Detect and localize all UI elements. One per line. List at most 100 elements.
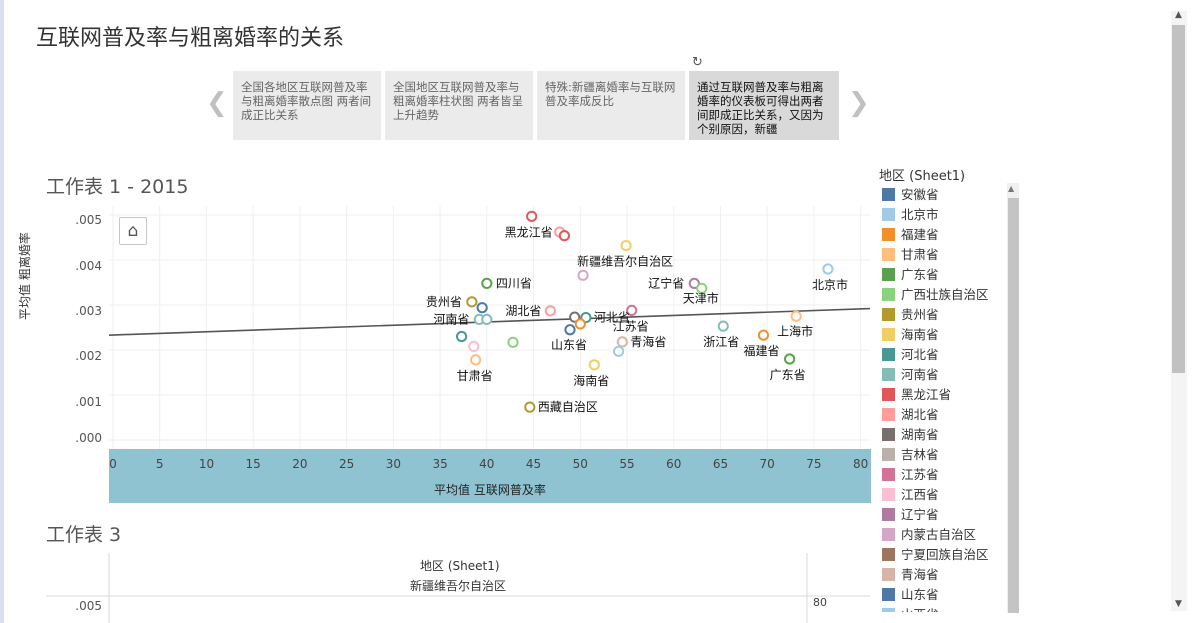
legend-swatch: [882, 468, 895, 481]
x-tick-label: 15: [245, 457, 261, 471]
story-point-1[interactable]: 全国各地区互联网普及率与粗离婚率散点图 两者间成正比关系: [233, 71, 381, 140]
legend-item[interactable]: 吉林省: [882, 444, 939, 462]
data-point[interactable]: [696, 282, 708, 294]
story-point-2[interactable]: 全国地区互联网普及率与粗离婚率柱状图 两者皆呈上升趋势: [385, 71, 533, 140]
data-point[interactable]: [717, 320, 729, 332]
legend-item[interactable]: 河南省: [882, 364, 939, 382]
data-point[interactable]: [468, 340, 480, 352]
data-point[interactable]: [688, 277, 700, 289]
x-tick-label: 25: [339, 457, 355, 471]
sheet1-title: 工作表 1 - 2015: [46, 176, 189, 198]
story-point-4-active[interactable]: 通过互联网普及率与粗离婚率的仪表板可得出两者间即成正比关系，又因为个别原因，新疆: [689, 71, 839, 140]
data-point[interactable]: [577, 269, 589, 281]
scroll-down-icon[interactable]: ▼: [1175, 599, 1182, 609]
legend-item[interactable]: 江西省: [882, 484, 939, 502]
legend-label: 广东省: [901, 267, 939, 282]
legend-label: 宁夏回族自治区: [901, 547, 989, 562]
point-label: 福建省: [743, 343, 779, 358]
x-axis-band[interactable]: [109, 449, 871, 503]
legend-swatch: [882, 308, 895, 321]
legend-item[interactable]: 广东省: [882, 264, 939, 282]
data-point[interactable]: [455, 330, 468, 343]
legend-item[interactable]: 湖南省: [882, 424, 939, 442]
legend-item[interactable]: 黑龙江省: [882, 384, 951, 402]
data-point[interactable]: [481, 277, 493, 289]
data-point[interactable]: [476, 302, 488, 314]
data-point[interactable]: [526, 210, 538, 222]
legend-label: 内蒙古自治区: [901, 527, 977, 542]
legend-scrollbar-thumb[interactable]: [1008, 198, 1019, 613]
legend-item[interactable]: 福建省: [882, 224, 939, 242]
legend-swatch: [882, 228, 895, 241]
data-point[interactable]: [626, 304, 638, 316]
legend-list: 安徽省北京市福建省甘肃省广东省广西壮族自治区 贵州省海南省河北省河南省黑龙江省湖北…: [876, 180, 1004, 612]
data-point[interactable]: [481, 313, 493, 325]
sheet3-header-field: 地区 (Sheet1): [420, 559, 500, 573]
data-point[interactable]: [574, 318, 586, 330]
legend-item[interactable]: 江苏省: [882, 464, 939, 482]
scroll-up-icon[interactable]: ▲: [1175, 10, 1182, 20]
data-point[interactable]: [588, 359, 600, 371]
data-point[interactable]: [616, 336, 628, 348]
x-tick-label: 5: [155, 457, 164, 471]
story-point-3[interactable]: 特殊:新疆离婚率与互联网普及率成反比: [537, 71, 685, 140]
data-point[interactable]: [524, 401, 536, 413]
x-tick-label: 65: [712, 457, 729, 471]
legend-item[interactable]: 宁夏回族自治区: [882, 544, 989, 562]
legend-swatch: [882, 288, 895, 301]
y-tick-label: .003: [75, 304, 102, 318]
point-label: 湖北省: [505, 303, 541, 318]
legend-item[interactable]: 北京市: [882, 204, 939, 222]
data-point[interactable]: [507, 336, 519, 348]
legend-item[interactable]: 湖北省: [882, 404, 939, 422]
data-point[interactable]: [757, 329, 770, 341]
legend-swatch: [882, 608, 895, 612]
data-point[interactable]: [620, 240, 632, 252]
legend-item[interactable]: 河北省: [882, 344, 939, 362]
x-tick-label: 60: [666, 457, 682, 471]
legend-item[interactable]: 安徽省: [882, 184, 939, 202]
legend-item[interactable]: 贵州省: [882, 304, 939, 322]
main-scrollbar-thumb[interactable]: [1172, 25, 1185, 373]
y-tick-label: .004: [75, 259, 102, 273]
point-label: 山东省: [551, 338, 587, 352]
page-title: 互联网普及率与粗离婚率的关系: [36, 26, 345, 51]
data-point[interactable]: [613, 345, 625, 357]
y-tick-label: .005: [75, 213, 102, 227]
y-tick-label: .002: [75, 349, 102, 363]
legend-item[interactable]: 青海省: [882, 564, 939, 582]
revert-icon[interactable]: ↻: [692, 55, 703, 70]
data-point[interactable]: [558, 230, 570, 242]
legend-item[interactable]: 甘肃省: [882, 244, 939, 262]
legend-item[interactable]: 内蒙古自治区: [882, 524, 977, 542]
data-point[interactable]: [790, 310, 802, 322]
legend-item[interactable]: 山西省: [882, 604, 939, 612]
legend-label: 山东省: [901, 587, 939, 602]
data-point[interactable]: [544, 305, 556, 317]
chevron-left-icon[interactable]: ❮: [206, 88, 228, 118]
data-point[interactable]: [784, 353, 796, 365]
data-point[interactable]: [564, 324, 576, 336]
legend-title: 地区 (Sheet1): [879, 169, 966, 184]
x-tick-label: 80: [853, 457, 869, 471]
home-icon[interactable]: ⌂: [119, 217, 147, 245]
legend-item[interactable]: 山东省: [882, 584, 939, 602]
legend-label: 河北省: [901, 347, 939, 362]
legend-item[interactable]: 广西壮族自治区: [882, 284, 989, 302]
x-tick-label: 70: [759, 457, 775, 471]
scroll-up-icon[interactable]: ▲: [1008, 184, 1015, 193]
legend-swatch: [882, 328, 895, 341]
legend-item[interactable]: 海南省: [882, 324, 939, 342]
x-axis-title: 平均值 互联网普及率: [434, 483, 546, 497]
legend-label: 海南省: [901, 327, 939, 342]
point-label: 河南省: [433, 311, 469, 326]
chevron-right-icon[interactable]: ❯: [848, 88, 870, 118]
legend-label: 湖南省: [901, 427, 939, 442]
data-point[interactable]: [822, 263, 834, 275]
point-label: 甘肃省: [457, 369, 493, 383]
data-point[interactable]: [466, 296, 478, 308]
legend-item[interactable]: 辽宁省: [882, 504, 939, 522]
legend-swatch: [882, 528, 895, 541]
data-point[interactable]: [470, 354, 482, 366]
